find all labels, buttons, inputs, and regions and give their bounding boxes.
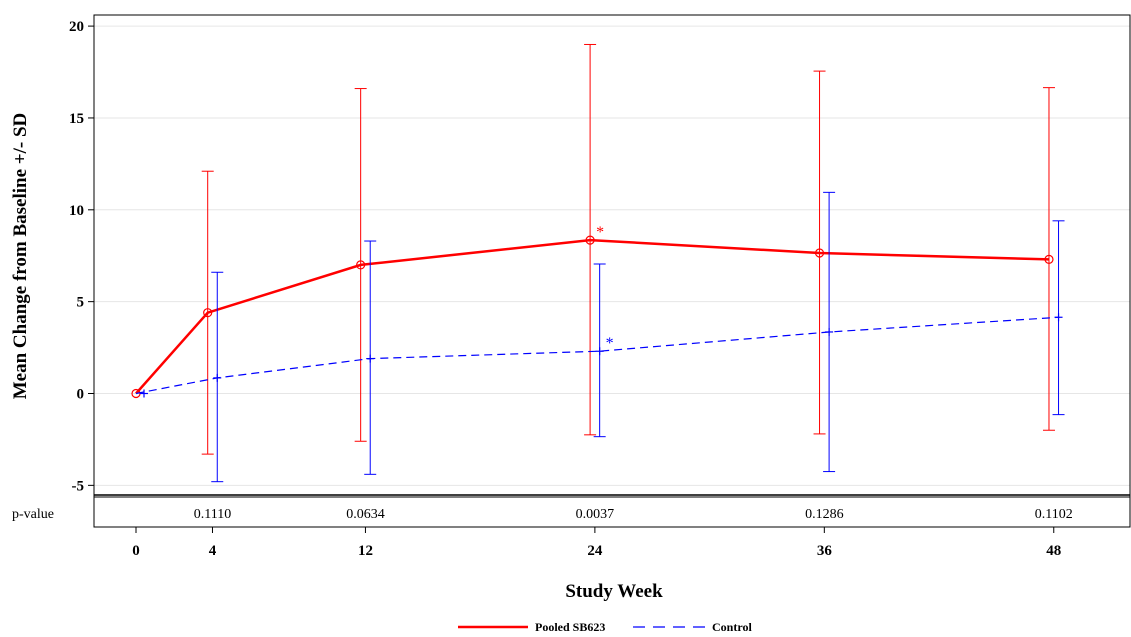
x-tick-label: 36	[817, 543, 833, 559]
y-tick-label: -5	[72, 478, 85, 494]
y-tick-label: 15	[69, 111, 84, 127]
p-value-row-label: p-value	[12, 507, 54, 522]
data-point	[825, 327, 834, 336]
x-tick-label: 0	[132, 543, 140, 559]
data-point	[203, 308, 213, 318]
legend: Pooled SB623 Control	[458, 620, 752, 634]
x-tick-label: 24	[587, 543, 603, 559]
x-tick-label: 12	[358, 543, 373, 559]
series-line	[135, 238, 1050, 395]
significance-marker: *	[606, 335, 614, 352]
p-value-label: 0.1110	[194, 507, 231, 522]
legend-label-control: Control	[712, 620, 752, 634]
data-point	[366, 354, 375, 363]
data-point	[356, 260, 366, 270]
y-tick-label: 0	[77, 387, 85, 403]
data-point	[1044, 254, 1054, 264]
x-axis: 0 4 12 24 36 48	[132, 527, 1061, 559]
series-0: *	[131, 43, 1055, 455]
y-tick-label: 10	[69, 203, 84, 219]
p-value-label: 0.1102	[1035, 507, 1073, 522]
series-group: **	[131, 43, 1065, 483]
y-tick-label: 5	[77, 295, 85, 311]
p-values: 0.1110 0.0634 0.0037 0.1286 0.1102	[194, 507, 1073, 522]
p-value-label: 0.0037	[576, 507, 615, 522]
y-axis: -5 0 5 10 15 20	[69, 19, 94, 494]
plot-frame	[93, 14, 1131, 498]
legend-label-pooled: Pooled SB623	[535, 620, 605, 634]
y-tick-label: 20	[69, 19, 84, 35]
p-value-panel	[93, 496, 1131, 528]
data-point	[140, 389, 148, 398]
grid-lines	[94, 25, 1130, 486]
p-value-label: 0.0634	[346, 507, 385, 522]
x-tick-label: 4	[209, 543, 217, 559]
data-point	[1054, 313, 1063, 322]
data-point	[585, 235, 595, 245]
p-value-label: 0.1286	[805, 507, 844, 522]
series-1: *	[135, 191, 1065, 483]
data-point	[595, 347, 604, 356]
significance-marker: *	[596, 224, 604, 241]
x-axis-title: Study Week	[565, 581, 663, 602]
y-axis-title: Mean Change from Baseline +/- SD	[10, 113, 31, 400]
x-tick-label: 48	[1046, 543, 1061, 559]
data-point	[814, 248, 825, 258]
series-line	[135, 316, 1059, 395]
data-point	[213, 373, 222, 382]
